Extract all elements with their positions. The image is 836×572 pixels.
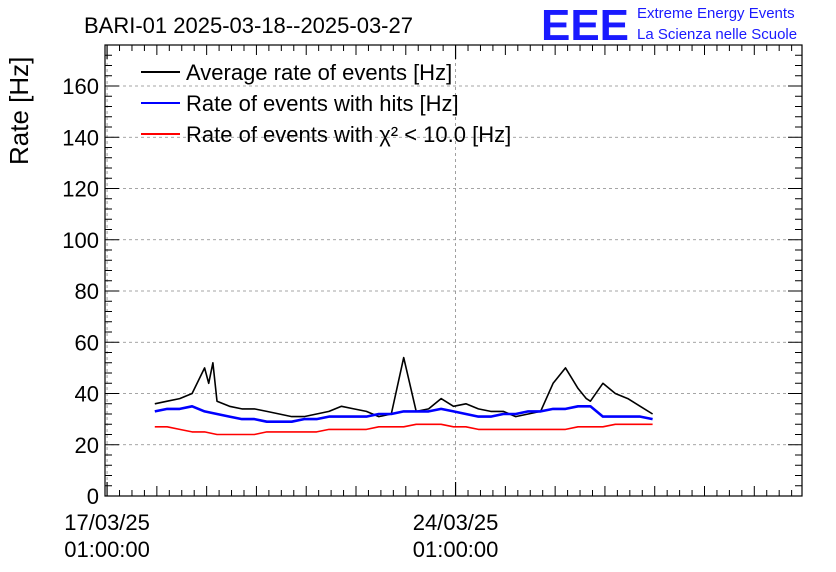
series-line-chi2-rate — [154, 423, 653, 436]
legend: Average rate of events [Hz] Rate of even… — [141, 60, 511, 147]
y-tick-label: 140 — [62, 125, 99, 150]
y-tick-label: 80 — [75, 279, 99, 304]
x-tick-label-date: 24/03/25 — [413, 510, 499, 535]
y-tick-label: 40 — [75, 382, 99, 407]
legend-label-average: Average rate of events [Hz] — [186, 60, 452, 85]
y-tick-label: 20 — [75, 433, 99, 458]
y-axis-label: Rate [Hz] — [4, 57, 34, 165]
y-tick-label: 160 — [62, 74, 99, 99]
y-tick-label: 120 — [62, 177, 99, 202]
x-tick-label-date: 17/03/25 — [64, 510, 150, 535]
x-tick-label-time: 01:00:00 — [64, 537, 150, 562]
eee-logo-line1: Extreme Energy Events — [637, 5, 795, 22]
series-line-average-rate — [154, 356, 654, 418]
axis-layer: 02040608010012014016017/03/2501:00:0024/… — [62, 44, 802, 562]
y-tick-label: 60 — [75, 330, 99, 355]
y-tick-label: 100 — [62, 228, 99, 253]
eee-logo: EEE Extreme Energy Events La Scienza nel… — [541, 1, 797, 50]
eee-logo-mark: EEE — [541, 1, 629, 50]
legend-label-hits: Rate of events with hits [Hz] — [186, 91, 459, 116]
y-tick-label: 0 — [87, 484, 99, 509]
chart-title: BARI-01 2025-03-18--2025-03-27 — [84, 13, 413, 38]
series-line-hits-rate — [154, 404, 653, 424]
legend-label-chi2: Rate of events with χ² < 10.0 [Hz] — [186, 122, 511, 147]
x-tick-label-time: 01:00:00 — [413, 537, 499, 562]
eee-logo-line2: La Scienza nelle Scuole — [637, 26, 797, 43]
grid-layer — [105, 45, 802, 496]
series-layer — [154, 356, 654, 436]
